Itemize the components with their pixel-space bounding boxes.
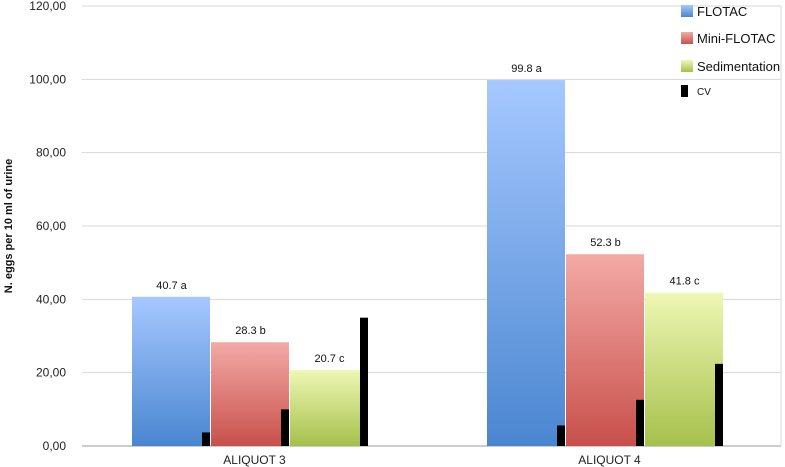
y-tick-label: 120,00 <box>29 0 66 13</box>
legend-swatch <box>681 32 693 44</box>
y-tick-label: 20,00 <box>36 366 66 380</box>
y-tick-label: 100,00 <box>29 72 66 86</box>
legend-swatch <box>681 5 693 17</box>
data-label: 28.3 b <box>235 325 266 337</box>
bar-cv <box>360 317 368 446</box>
legend: FLOTAC Mini-FLOTAC Sedimentation CV <box>681 4 780 98</box>
y-tick-label: 80,00 <box>36 146 66 160</box>
y-tick-label: 0,00 <box>43 439 67 453</box>
bars <box>132 80 723 447</box>
bar-cv <box>202 432 210 446</box>
data-label: 99.8 a <box>511 63 542 75</box>
bar-cv <box>281 409 289 446</box>
legend-swatch <box>681 60 693 72</box>
y-axis-label: N. eggs per 10 ml of urine <box>3 159 15 293</box>
bar-cv <box>557 425 565 446</box>
x-category-label: ALIQUOT 3 <box>223 453 286 467</box>
cv-bars <box>202 317 723 446</box>
bar-sedimentation <box>290 370 368 446</box>
data-label: 52.3 b <box>590 237 621 249</box>
legend-label: CV <box>697 87 711 98</box>
bar-cv <box>636 399 644 446</box>
bar-flotac <box>487 80 565 447</box>
bar-mini-flotac <box>211 342 289 446</box>
data-label: 20.7 c <box>315 353 345 365</box>
legend-label: Mini-FLOTAC <box>697 31 775 46</box>
y-axis-ticks: 0,00 20,00 40,00 60,00 80,00 100,00 120,00 <box>29 0 66 453</box>
bar-mini-flotac <box>566 254 644 446</box>
x-axis-categories: ALIQUOT 3 ALIQUOT 4 <box>223 453 641 467</box>
legend-label: Sedimentation <box>697 59 780 74</box>
y-tick-label: 40,00 <box>36 292 66 306</box>
bar-flotac <box>132 296 210 446</box>
y-tick-label: 60,00 <box>36 219 66 233</box>
x-category-label: ALIQUOT 4 <box>578 453 641 467</box>
legend-swatch <box>681 85 688 97</box>
bar-sedimentation <box>645 292 723 446</box>
data-label: 41.8 c <box>670 276 700 288</box>
legend-label: FLOTAC <box>697 4 747 19</box>
data-labels: 40.7 a 99.8 a 28.3 b 52.3 b 20.7 c 41.8 c <box>156 63 700 365</box>
bar-cv <box>715 363 723 446</box>
data-label: 40.7 a <box>156 280 187 292</box>
